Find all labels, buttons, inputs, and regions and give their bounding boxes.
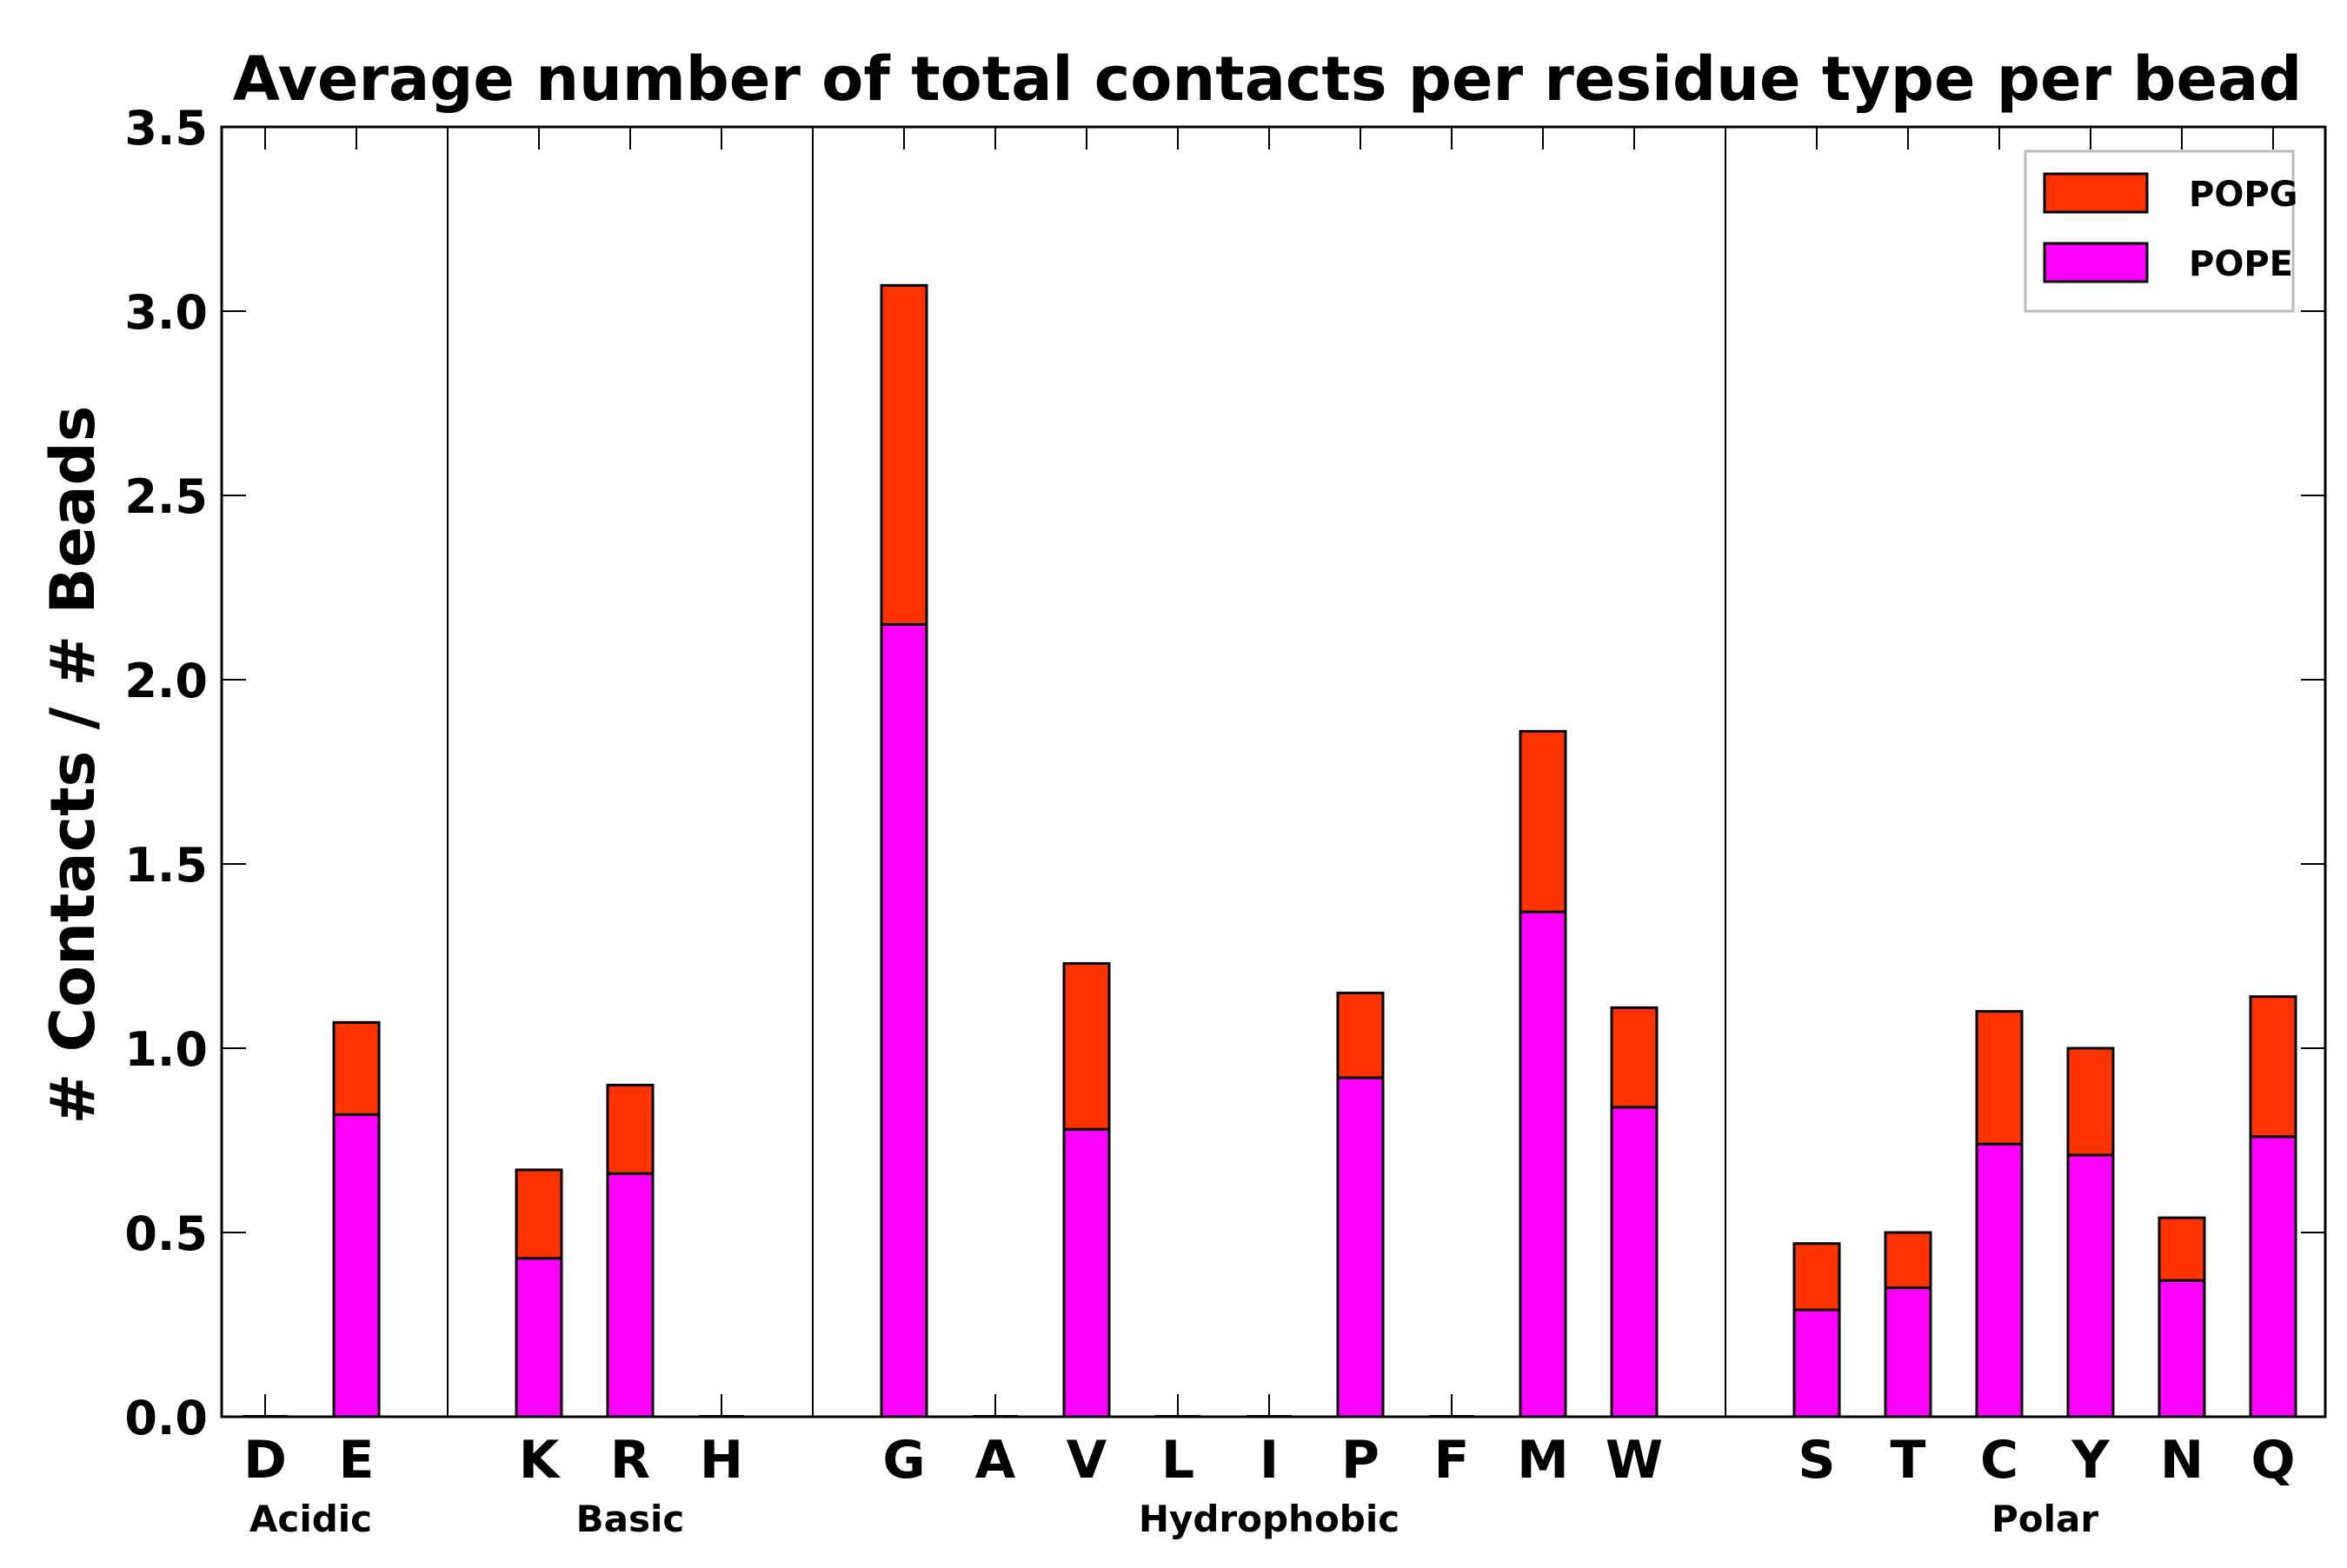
bar-pope-T [1884, 1286, 1932, 1419]
bar-popg-T [1884, 1231, 1932, 1290]
bar-pope-K [515, 1257, 563, 1419]
bar-pope-P [1336, 1076, 1385, 1419]
group-label-basic: Basic [576, 1498, 685, 1540]
bar-popg-S [1792, 1242, 1841, 1312]
bar-pope-C [1975, 1142, 2024, 1419]
bar-pope-R [606, 1172, 655, 1419]
bar-pope-M [1519, 910, 1567, 1419]
y-tick-label-1: 0.5 [124, 1206, 208, 1261]
bar-popg-W [1610, 1006, 1659, 1109]
bar-pope-Y [2066, 1153, 2115, 1419]
x-tick-label-C: C [1980, 1430, 2018, 1491]
x-tick-label-D: D [243, 1430, 287, 1491]
bar-pope-S [1792, 1308, 1841, 1419]
x-tick-label-N: N [2160, 1430, 2204, 1491]
bar-pope-W [1610, 1106, 1659, 1419]
y-axis-label: # Contacts / # Beads [37, 406, 109, 1125]
x-tick-label-Q: Q [2251, 1430, 2295, 1491]
y-tick-label-0: 0.0 [124, 1391, 208, 1445]
x-tick-label-I: I [1260, 1430, 1279, 1491]
bar-popg-Q [2249, 995, 2297, 1139]
bar-pope-Q [2249, 1135, 2297, 1419]
legend-swatch-popg [2043, 172, 2149, 214]
x-tick-label-L: L [1161, 1430, 1194, 1491]
x-tick-label-E: E [339, 1430, 375, 1491]
x-tick-label-H: H [700, 1430, 743, 1491]
x-tick-label-K: K [519, 1430, 562, 1491]
bar-popg-E [332, 1020, 381, 1116]
x-tick-label-G: G [882, 1430, 925, 1491]
group-label-acidic: Acidic [249, 1498, 372, 1540]
x-tick-label-S: S [1798, 1430, 1835, 1491]
bar-popg-C [1975, 1010, 2024, 1146]
x-tick-label-F: F [1434, 1430, 1470, 1491]
bar-popg-P [1336, 991, 1385, 1080]
x-tick-label-T: T [1891, 1430, 1926, 1491]
y-tick-label-5: 2.5 [124, 469, 208, 524]
y-tick-label-2: 1.0 [124, 1022, 208, 1077]
bar-popg-R [606, 1083, 655, 1175]
bar-pope-E [332, 1113, 381, 1419]
y-tick-label-3: 1.5 [124, 838, 208, 893]
plot-area: 0.0 0.5 1.0 1.5 2.0 2.5 3.0 3.5 D E K R H G A V L I P F M W S T… [124, 101, 2327, 1540]
y-tick-label-7: 3.5 [124, 101, 208, 156]
bar-popg-Y [2066, 1046, 2115, 1157]
bar-pope-G [880, 622, 928, 1419]
y-tick-label-4: 2.0 [124, 654, 208, 708]
group-label-hydrophobic: Hydrophobic [1139, 1498, 1400, 1540]
bar-pope-V [1062, 1127, 1111, 1419]
x-tick-label-W: W [1606, 1430, 1663, 1491]
legend-swatch-pope [2043, 242, 2149, 283]
bar-popg-N [2158, 1216, 2206, 1282]
x-tick-label-P: P [1341, 1430, 1380, 1491]
chart-title: Average number of total contacts per res… [233, 43, 2303, 115]
x-tick-label-A: A [975, 1430, 1016, 1491]
bar-popg-M [1519, 729, 1567, 914]
legend-label-popg: POPG [2189, 175, 2297, 215]
bar-popg-G [880, 283, 928, 626]
group-label-polar: Polar [1991, 1498, 2098, 1540]
x-tick-label-R: R [610, 1430, 650, 1491]
x-tick-label-Y: Y [2071, 1430, 2111, 1491]
x-tick-label-M: M [1517, 1430, 1569, 1491]
y-tick-label-6: 3.0 [124, 285, 208, 340]
bar-popg-K [515, 1168, 563, 1260]
legend-label-pope: POPE [2189, 244, 2293, 284]
x-tick-label-V: V [1067, 1430, 1107, 1491]
bar-pope-N [2158, 1279, 2206, 1419]
bar-popg-V [1062, 961, 1111, 1131]
